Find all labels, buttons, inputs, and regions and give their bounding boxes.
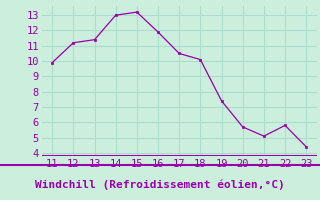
Text: Windchill (Refroidissement éolien,°C): Windchill (Refroidissement éolien,°C) [35, 180, 285, 190]
